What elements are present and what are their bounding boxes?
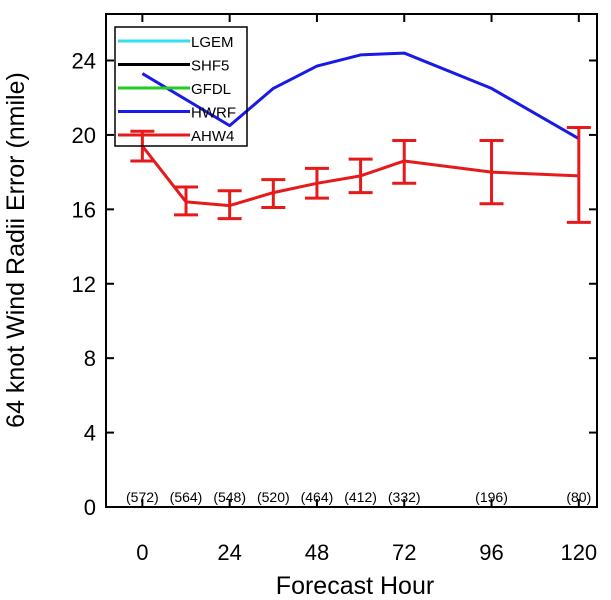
y-tick-label: 24 — [72, 49, 96, 74]
series-line-hwrf — [141, 51, 580, 140]
y-axis-label: 64 knot Wind Radii Error (nmile) — [2, 72, 30, 428]
x-tick-label: 24 — [217, 540, 241, 565]
legend-label: HWRF — [191, 105, 236, 122]
x-tick-label: 72 — [392, 540, 416, 565]
y-tick-label: 4 — [84, 421, 96, 446]
error-bar — [566, 125, 591, 224]
legend-label: SHF5 — [191, 58, 229, 75]
x-tick-label: 96 — [479, 540, 503, 565]
sample-count-label: (196) — [475, 489, 508, 505]
sample-count-label: (548) — [213, 489, 246, 505]
y-tick-label: 12 — [72, 272, 96, 297]
legend-label: LGEM — [191, 34, 234, 51]
error-bar — [479, 139, 504, 206]
sample-count-label: (332) — [388, 489, 421, 505]
sample-count-label: (412) — [344, 489, 377, 505]
x-tick-label: 0 — [136, 540, 148, 565]
error-bar — [348, 157, 373, 195]
y-tick-label: 20 — [72, 123, 96, 148]
plot-frame — [105, 13, 598, 508]
error-bar — [174, 185, 199, 217]
sample-count-label: (520) — [257, 489, 290, 505]
x-axis-label: Forecast Hour — [276, 572, 434, 600]
y-tick-label: 0 — [84, 495, 96, 520]
error-bar — [261, 178, 286, 209]
legend: LGEM SHF5 GFDL HWRF AHW4 — [114, 26, 248, 147]
y-tick-label: 8 — [84, 346, 96, 371]
legend-label: AHW4 — [191, 128, 234, 145]
legend-label: GFDL — [191, 81, 231, 98]
y-tick-label: 16 — [72, 197, 96, 222]
legend-box — [114, 26, 248, 147]
error-bar — [392, 139, 417, 185]
error-bar — [304, 166, 329, 200]
sample-count-label: (564) — [170, 489, 203, 505]
x-tick-label: 120 — [560, 540, 597, 565]
sample-count-label: (464) — [301, 489, 334, 505]
error-bar — [217, 189, 242, 221]
sample-count-label: (572) — [126, 489, 159, 505]
sample-count-label: (80) — [566, 489, 591, 505]
x-tick-label: 48 — [305, 540, 329, 565]
